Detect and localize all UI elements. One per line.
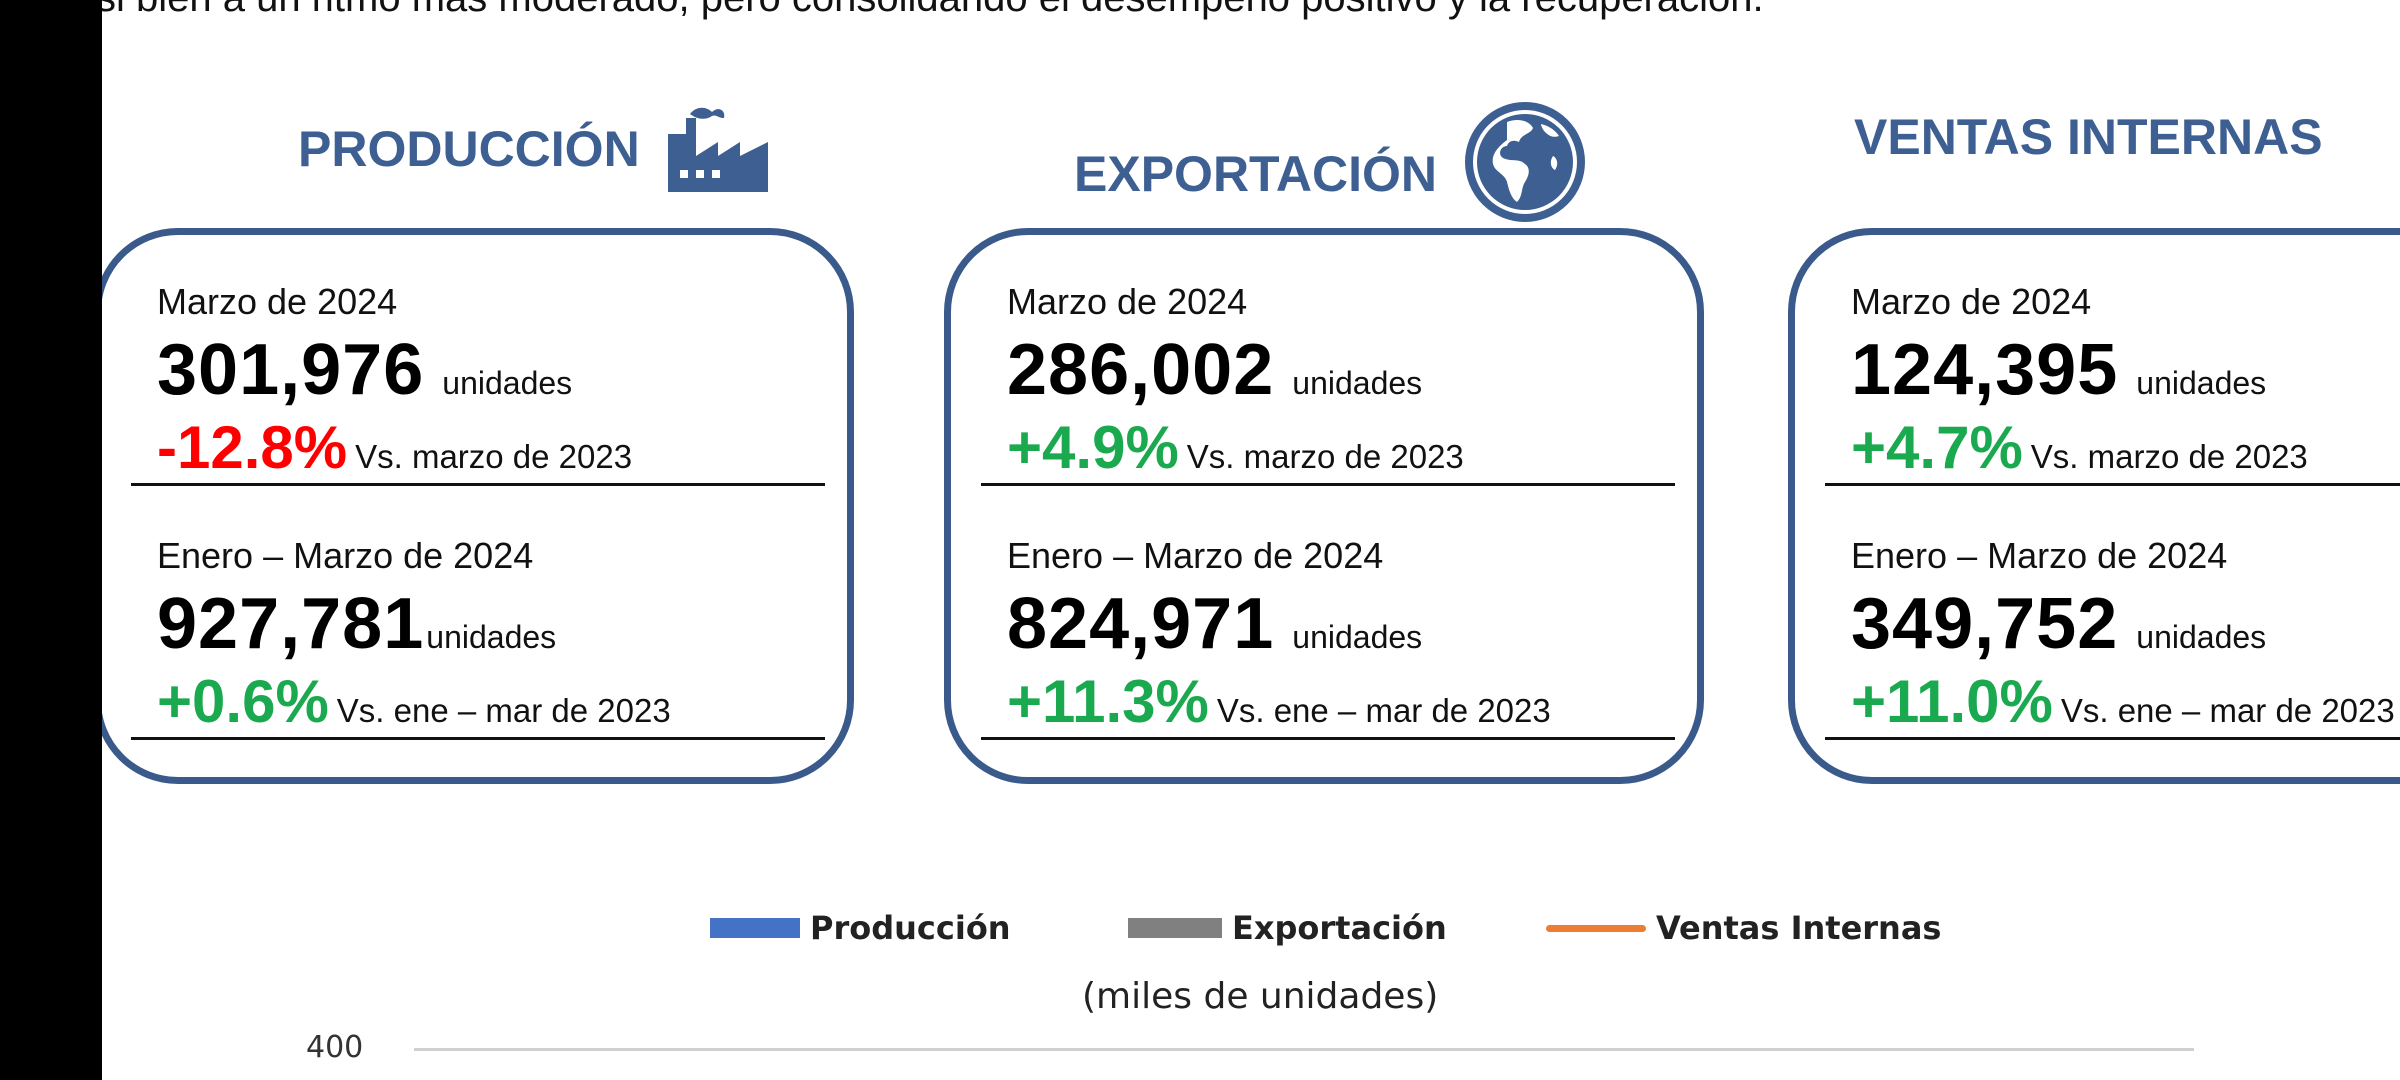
chart-units-note: (miles de unidades) xyxy=(1082,976,1439,1017)
legend-swatch xyxy=(1546,924,1646,932)
period-label: Enero – Marzo de 2024 xyxy=(157,535,534,576)
chart-gridline xyxy=(414,1048,2194,1051)
heading-ventas-internas: VENTAS INTERNAS xyxy=(1854,108,2323,166)
value-row: 301,976 unidades xyxy=(157,329,857,411)
value-row: 927,781unidades xyxy=(157,583,857,665)
period-label: Enero – Marzo de 2024 xyxy=(1007,535,1384,576)
card-produccion: Marzo de 2024 301,976 unidades -12.8% Vs. … xyxy=(102,228,854,784)
unit-count: 286,002 xyxy=(1007,330,1275,410)
value-row: 286,002 unidades xyxy=(1007,329,1707,411)
divider xyxy=(1825,483,2400,486)
heading-exportacion-label: EXPORTACIÓN xyxy=(1074,146,1437,202)
unit-label: unidades xyxy=(2136,365,2267,401)
change-percent: +4.9% xyxy=(1007,414,1179,481)
comparison-label: Vs. marzo de 2023 xyxy=(2030,438,2308,475)
unit-count: 124,395 xyxy=(1851,330,2119,410)
globe-icon xyxy=(1463,100,1587,224)
unit-label: unidades xyxy=(426,619,557,655)
legend-label: Producción xyxy=(810,909,1011,947)
period-label: Marzo de 2024 xyxy=(1851,281,2092,322)
heading-produccion-label: PRODUCCIÓN xyxy=(298,121,640,177)
unit-count: 927,781 xyxy=(157,584,425,664)
legend-swatch xyxy=(1128,918,1222,938)
legend-item-exportacion: Exportación xyxy=(1128,908,1447,948)
legend-item-produccion: Producción xyxy=(710,908,1011,948)
intro-text: si bien a un ritmo más moderado, pero co… xyxy=(102,0,1764,21)
heading-exportacion: EXPORTACIÓN xyxy=(1074,100,1587,224)
value-row: 824,971 unidades xyxy=(1007,583,1707,665)
change-percent: +4.7% xyxy=(1851,414,2023,481)
change-percent: +0.6% xyxy=(157,668,329,735)
ytd-block: Enero – Marzo de 2024 349,752 unidades +1… xyxy=(1851,535,2400,736)
report-page: si bien a un ritmo más moderado, pero co… xyxy=(102,0,2400,1080)
unit-count: 301,976 xyxy=(157,330,425,410)
legend-swatch xyxy=(710,918,800,938)
comparison-label: Vs. ene – mar de 2023 xyxy=(1216,692,1551,729)
monthly-block: Marzo de 2024 286,002 unidades +4.9% Vs. m… xyxy=(1007,281,1707,482)
legend-label: Ventas Internas xyxy=(1656,909,1942,947)
factory-icon xyxy=(666,104,770,194)
change-row: +0.6% Vs. ene – mar de 2023 xyxy=(157,667,857,736)
period-label: Marzo de 2024 xyxy=(1007,281,1248,322)
unit-count: 349,752 xyxy=(1851,584,2119,664)
unit-label: unidades xyxy=(1292,619,1423,655)
comparison-label: Vs. marzo de 2023 xyxy=(355,438,633,475)
y-tick-label: 400 xyxy=(306,1030,364,1065)
period-label: Enero – Marzo de 2024 xyxy=(1851,535,2228,576)
divider xyxy=(131,483,825,486)
divider xyxy=(981,483,1675,486)
legend-label: Exportación xyxy=(1232,909,1447,947)
ytd-block: Enero – Marzo de 2024 824,971 unidades +1… xyxy=(1007,535,1707,736)
change-row: +11.0% Vs. ene – mar de 2023 xyxy=(1851,667,2400,736)
divider xyxy=(131,737,825,740)
unit-label: unidades xyxy=(1292,365,1423,401)
legend-item-ventas-internas: Ventas Internas xyxy=(1546,908,1941,948)
heading-produccion: PRODUCCIÓN xyxy=(298,104,770,194)
card-exportacion: Marzo de 2024 286,002 unidades +4.9% Vs. m… xyxy=(944,228,1704,784)
change-percent: +11.3% xyxy=(1007,668,1209,735)
change-percent: +11.0% xyxy=(1851,668,2053,735)
card-ventas-internas: Marzo de 2024 124,395 unidades +4.7% Vs. m… xyxy=(1788,228,2400,784)
value-row: 124,395 unidades xyxy=(1851,329,2400,411)
left-edge-bar xyxy=(0,0,102,1080)
change-row: +4.7% Vs. marzo de 2023 xyxy=(1851,413,2400,482)
comparison-label: Vs. ene – mar de 2023 xyxy=(2060,692,2395,729)
unit-count: 824,971 xyxy=(1007,584,1275,664)
ytd-block: Enero – Marzo de 2024 927,781unidades +0… xyxy=(157,535,857,736)
value-row: 349,752 unidades xyxy=(1851,583,2400,665)
divider xyxy=(1825,737,2400,740)
unit-label: unidades xyxy=(442,365,573,401)
monthly-block: Marzo de 2024 124,395 unidades +4.7% Vs. m… xyxy=(1851,281,2400,482)
comparison-label: Vs. ene – mar de 2023 xyxy=(336,692,671,729)
unit-label: unidades xyxy=(2136,619,2267,655)
divider xyxy=(981,737,1675,740)
change-row: +11.3% Vs. ene – mar de 2023 xyxy=(1007,667,1707,736)
change-percent: -12.8% xyxy=(157,414,348,481)
heading-ventas-internas-label: VENTAS INTERNAS xyxy=(1854,109,2323,165)
period-label: Marzo de 2024 xyxy=(157,281,398,322)
change-row: -12.8% Vs. marzo de 2023 xyxy=(157,413,857,482)
monthly-block: Marzo de 2024 301,976 unidades -12.8% Vs. … xyxy=(157,281,857,482)
change-row: +4.9% Vs. marzo de 2023 xyxy=(1007,413,1707,482)
comparison-label: Vs. marzo de 2023 xyxy=(1186,438,1464,475)
